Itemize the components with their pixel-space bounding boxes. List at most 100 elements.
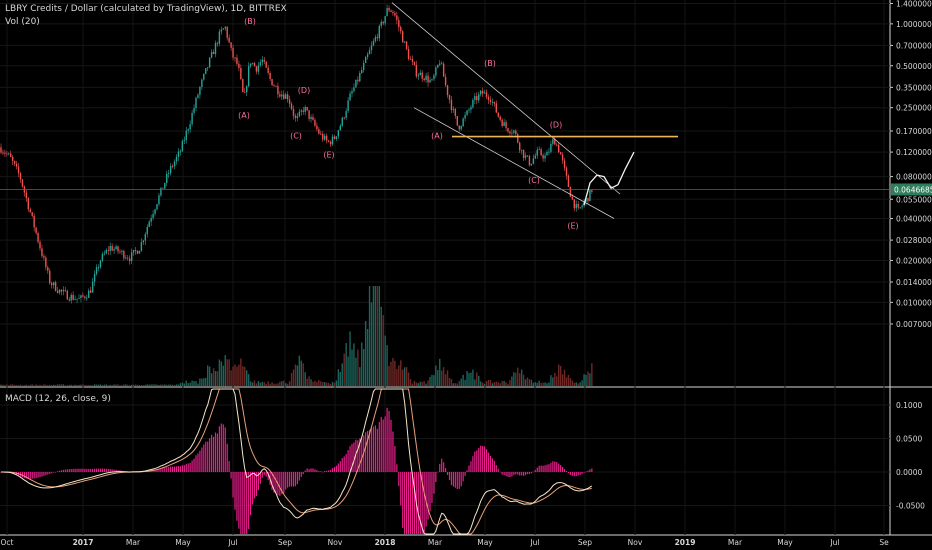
candle-body (136, 250, 139, 254)
volume-bar (214, 371, 217, 386)
macd-histogram-bar (294, 472, 297, 487)
price-tick-label: 0.12000000 (896, 148, 932, 157)
candle-body (113, 249, 115, 251)
price-tick-label: 0.00700000 (896, 320, 932, 329)
macd-histogram-bar (162, 467, 164, 472)
volume-bar (56, 384, 59, 386)
macd-histogram-bar (575, 472, 577, 477)
macd-histogram-bar (470, 461, 472, 472)
candle-body (29, 209, 31, 213)
candle-body (450, 99, 453, 111)
volume-bar (485, 381, 488, 386)
time-tick-label: Jul (529, 538, 539, 547)
macd-histogram-bar (318, 471, 320, 472)
macd-histogram-bar (263, 472, 265, 475)
candle-body (76, 298, 78, 300)
candle-body (546, 152, 548, 156)
candle-body (407, 49, 410, 60)
macd-histogram-bar (411, 472, 414, 534)
candle-body (485, 92, 488, 97)
volume-bar (125, 384, 127, 386)
volume-bar (335, 380, 338, 386)
candle-body (8, 153, 10, 155)
volume-bar (191, 380, 193, 386)
candle-body (121, 250, 123, 252)
volume-bar (281, 381, 283, 386)
volume-bar (255, 383, 258, 386)
volume-bar (183, 383, 185, 386)
candle-body (39, 241, 41, 249)
macd-histogram-bar (251, 472, 254, 505)
macd-histogram-bar (419, 472, 421, 534)
candle-body (187, 129, 189, 131)
volume-bar (150, 384, 152, 386)
volume-bar (398, 365, 400, 386)
macd-histogram-bar (82, 468, 84, 472)
candle-body (265, 61, 267, 68)
macd-histogram-bar (290, 472, 293, 487)
volume-bar (33, 385, 35, 386)
volume-bar (456, 383, 458, 386)
candle-body (417, 75, 419, 77)
volume-bar (577, 383, 579, 386)
candle-body (173, 161, 176, 167)
candle-body (152, 213, 154, 219)
candle-body (267, 67, 269, 73)
candle-body (51, 283, 53, 286)
volume-bar (450, 379, 453, 386)
candle-body (168, 173, 170, 175)
candle-body (388, 8, 390, 11)
time-tick-label: 2017 (73, 538, 94, 547)
candle-body (107, 250, 109, 251)
macd-histogram-bar (183, 465, 185, 472)
volume-bar (394, 360, 396, 386)
macd-histogram-bar (320, 471, 322, 472)
macd-histogram-bar (99, 468, 102, 472)
candle-body (56, 290, 59, 293)
macd-histogram-bar (53, 472, 55, 473)
price-candles (0, 4, 593, 304)
candle-body (103, 253, 106, 255)
macd-histogram-bar (569, 472, 571, 475)
volume-bar (581, 380, 583, 386)
time-tick-label: Mar (126, 538, 141, 547)
volume-bar (115, 384, 117, 386)
macd-histogram-bar (168, 466, 170, 472)
candle-body (13, 161, 16, 164)
macd-histogram-bar (583, 472, 585, 473)
macd-histogram-bar (349, 446, 351, 472)
macd-histogram-bar (191, 460, 193, 472)
volume-bar (290, 373, 293, 386)
macd-histogram-bar (111, 469, 113, 472)
macd-histogram-bar (101, 468, 103, 472)
macd-histogram-bar (554, 461, 556, 472)
volume-bar (487, 380, 490, 386)
candle-body (335, 136, 338, 139)
volume-bar (559, 365, 562, 386)
volume-bar (236, 366, 238, 386)
candle-body (253, 63, 256, 67)
macd-histogram-bar (324, 470, 326, 472)
macd-histogram-bar (216, 433, 219, 472)
volume-bar (25, 384, 28, 386)
macd-histogram-bar (435, 472, 437, 483)
macd-histogram-bar (509, 472, 511, 478)
candle-body (550, 143, 552, 152)
volume-bar (187, 383, 189, 386)
macd-histogram-bar (173, 466, 176, 472)
candle-body (70, 294, 72, 301)
macd-histogram-bar (273, 472, 275, 493)
candle-body (322, 133, 324, 140)
macd-histogram-bar (92, 468, 94, 472)
volume-bar (314, 380, 316, 386)
volume-bar (454, 383, 457, 386)
volume-bar (207, 365, 209, 386)
volume-bar (370, 302, 373, 386)
candle-body (400, 27, 402, 32)
macd-histogram-bar (275, 472, 277, 493)
volume-bar (240, 358, 242, 386)
macd-histogram-bar (474, 451, 476, 472)
volume-bar (45, 384, 47, 386)
macd-histogram-bar (300, 472, 302, 477)
